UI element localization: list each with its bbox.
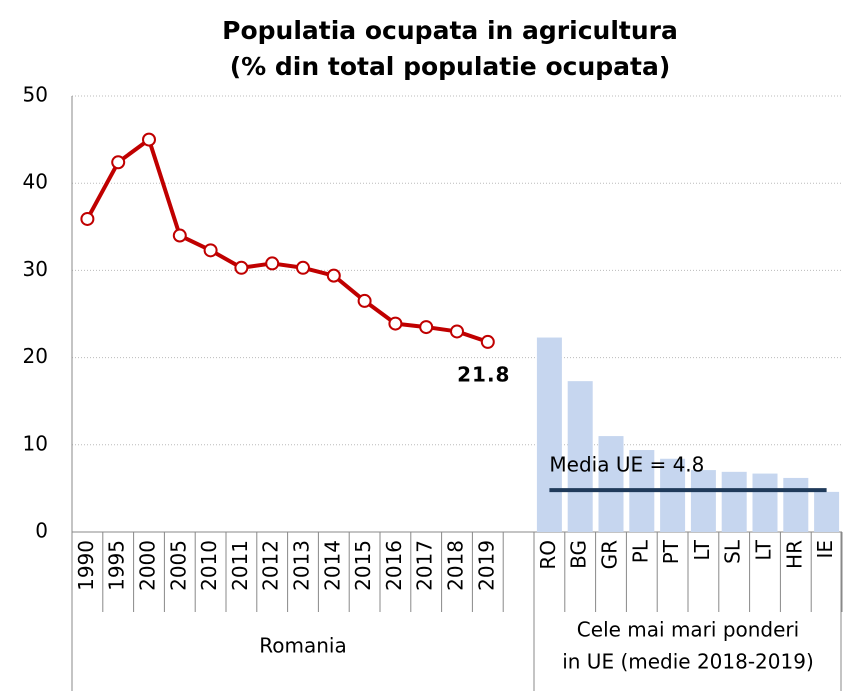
x-tick-label: 2010 xyxy=(197,540,221,591)
x-tick-label: 2017 xyxy=(413,540,437,591)
x-tick-label: SL xyxy=(721,539,745,564)
bar xyxy=(567,381,593,532)
bar xyxy=(783,477,809,532)
y-tick-label: 30 xyxy=(23,257,48,281)
x-tick-label: 2005 xyxy=(166,540,190,591)
bar xyxy=(690,470,716,532)
x-tick-label: GR xyxy=(598,540,622,569)
group-label: Cele mai mari ponderi xyxy=(577,618,799,642)
point xyxy=(388,316,403,331)
bar xyxy=(814,491,840,532)
x-tick-label: 2015 xyxy=(351,540,375,591)
x-tick-label: BG xyxy=(567,540,591,569)
group-label: in UE (medie 2018-2019) xyxy=(562,650,814,674)
point xyxy=(80,211,95,226)
group-label: Romania xyxy=(259,634,346,658)
x-tick-label: LT xyxy=(690,539,714,560)
point xyxy=(419,320,434,335)
x-tick-label: 2018 xyxy=(444,540,468,591)
point xyxy=(450,324,464,339)
x-tick-label: 2013 xyxy=(290,540,314,591)
x-tick-label: HR xyxy=(782,540,806,569)
bar xyxy=(660,458,686,532)
chart-title: Populatia ocupata in agricultura xyxy=(222,16,678,45)
y-tick-label: 50 xyxy=(23,83,48,107)
point xyxy=(203,243,218,258)
point xyxy=(480,334,495,349)
x-tick-label: 1990 xyxy=(74,540,98,591)
y-tick-label: 0 xyxy=(35,519,48,543)
bar xyxy=(536,337,562,532)
y-tick-label: 20 xyxy=(23,344,48,368)
point xyxy=(142,132,156,147)
point xyxy=(111,155,126,170)
y-tick-label: 40 xyxy=(23,170,48,194)
x-tick-label: 2016 xyxy=(382,540,406,591)
x-tick-label: 2019 xyxy=(474,540,498,591)
data-label: 21.8 xyxy=(457,362,510,386)
y-tick-label: 10 xyxy=(23,431,48,455)
x-tick-label: PT xyxy=(659,539,683,564)
reference-label: Media UE = 4.8 xyxy=(549,453,704,477)
x-tick-label: 2012 xyxy=(259,540,283,591)
point xyxy=(296,260,310,275)
x-tick-label: PL xyxy=(628,539,652,563)
chart-subtitle: (% din total populatie ocupata) xyxy=(230,52,671,81)
point xyxy=(172,228,187,243)
point xyxy=(265,256,280,271)
x-tick-label: 2014 xyxy=(320,540,344,591)
bar xyxy=(598,436,624,532)
x-tick-label: 2000 xyxy=(136,540,160,591)
line xyxy=(85,137,489,344)
point xyxy=(234,260,249,275)
point xyxy=(326,268,341,283)
x-tick-label: IE xyxy=(813,540,837,559)
bar xyxy=(721,471,747,532)
x-tick-label: RO xyxy=(536,540,560,570)
point xyxy=(357,293,372,308)
x-tick-label: LT xyxy=(752,539,776,560)
x-tick-label: 2011 xyxy=(228,540,252,591)
bar xyxy=(752,473,778,532)
x-tick-label: 1995 xyxy=(105,540,129,591)
